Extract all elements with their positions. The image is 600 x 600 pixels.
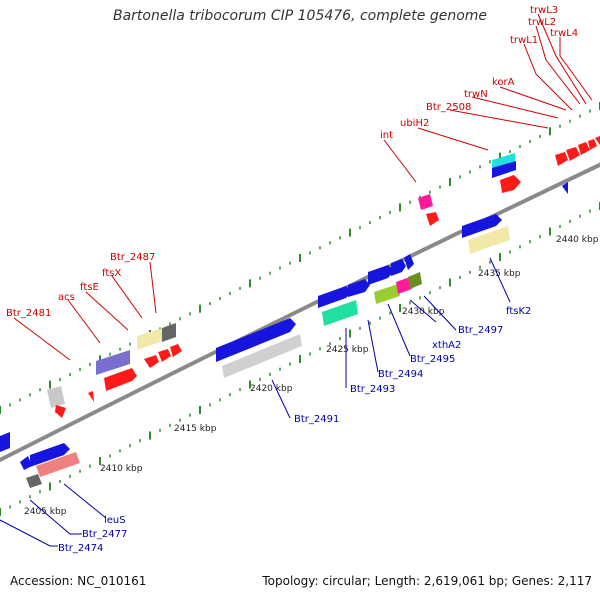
tick-label-2440: 2440 kbp	[556, 235, 599, 245]
tick-label-2430: 2430 kbp	[402, 307, 445, 317]
gene-int[interactable]	[418, 194, 433, 210]
label-kora: korA	[492, 77, 515, 88]
label-ftse: ftsE	[80, 282, 99, 293]
gene-blue-j[interactable]	[404, 254, 414, 270]
map-title: Bartonella tribocorum CIP 105476, comple…	[112, 8, 488, 24]
label-trwl3: trwL3	[530, 5, 558, 16]
gene-ftse[interactable]	[104, 368, 137, 391]
gene-ubih2[interactable]	[492, 153, 515, 170]
genome-backbone	[0, 162, 600, 463]
label-trwl2: trwL2	[528, 17, 556, 28]
genome-summary-text: Topology: circular; Length: 2,619,061 bp…	[262, 574, 592, 588]
gene-small-red-a[interactable]	[55, 405, 66, 418]
tick-label-2425: 2425 kbp	[326, 345, 369, 355]
tick-label-2415: 2415 kbp	[174, 424, 217, 434]
gene-acs[interactable]	[96, 350, 130, 375]
gene-red-e[interactable]	[170, 344, 182, 357]
label-btr-2491: Btr_2491	[294, 414, 339, 425]
label-trwn: trwN	[464, 89, 488, 100]
gene-ubih2-blue[interactable]	[492, 161, 516, 178]
gene-btr-2495[interactable]	[396, 277, 412, 294]
leader-lines	[0, 13, 593, 547]
label-btr-2493: Btr_2493	[350, 384, 395, 395]
label-trwl1: trwL1	[510, 35, 538, 46]
gene-xtha2[interactable]	[408, 272, 422, 289]
gene-leus[interactable]	[36, 452, 80, 477]
label-ftsx: ftsX	[102, 268, 121, 279]
gene-ftsk2-blue[interactable]	[462, 214, 502, 238]
label-btr-2477: Btr_2477	[82, 529, 127, 540]
gene-btr-2493[interactable]	[322, 300, 358, 326]
gene-btr-2491-blue[interactable]	[216, 318, 296, 362]
gene-btr-2474[interactable]	[0, 432, 10, 452]
label-int: int	[380, 130, 393, 141]
tick-label-2405: 2405 kbp	[24, 507, 67, 517]
gene-trwn[interactable]	[555, 152, 568, 166]
gene-blue-h[interactable]	[368, 265, 394, 285]
label-leus: leuS	[104, 515, 126, 526]
tick-label-2410: 2410 kbp	[100, 464, 143, 474]
gene-ftsk2[interactable]	[468, 226, 510, 254]
label-btr-2497: Btr_2497	[458, 325, 503, 336]
gene-small-red-b[interactable]	[88, 391, 94, 402]
forward-labels: Btr_2481 acs ftsE ftsX Btr_2487 int ubiH…	[6, 5, 578, 319]
gene-leus-grey[interactable]	[26, 474, 42, 488]
tick-rows	[0, 102, 600, 516]
gene-btr-2481[interactable]	[47, 386, 65, 408]
gene-blue-k[interactable]	[562, 182, 568, 194]
label-acs: acs	[58, 292, 75, 303]
gene-btr-2487[interactable]	[162, 323, 176, 342]
gene-blue-f[interactable]	[318, 286, 352, 308]
scale-labels: 2405 kbp 2410 kbp 2415 kbp 2420 kbp 2425…	[24, 235, 599, 517]
gene-btr-2491[interactable]	[222, 334, 302, 378]
forward-genes	[47, 136, 600, 418]
gene-ftsx[interactable]	[137, 327, 166, 350]
reverse-genes	[0, 182, 568, 488]
gene-btr-2494[interactable]	[374, 284, 400, 304]
accession-text: Accession: NC_010161	[10, 574, 147, 588]
label-btr-2495: Btr_2495	[410, 354, 455, 365]
gene-trwl1[interactable]	[578, 142, 590, 155]
gene-btr-2508[interactable]	[500, 175, 521, 193]
label-btr-2494: Btr_2494	[378, 369, 423, 380]
gene-trwl3[interactable]	[595, 136, 600, 145]
tick-label-2420: 2420 kbp	[250, 384, 293, 394]
tick-label-2435: 2435 kbp	[478, 269, 521, 279]
reverse-labels: Btr_2474 Btr_2477 leuS Btr_2491 Btr_2493…	[58, 306, 531, 554]
gene-int-red[interactable]	[426, 212, 439, 226]
label-btr-2481: Btr_2481	[6, 308, 51, 319]
gene-btr-2477[interactable]	[20, 456, 32, 470]
gene-red-d[interactable]	[158, 349, 171, 362]
label-btr-2508: Btr_2508	[426, 102, 471, 113]
label-trwl4: trwL4	[550, 28, 578, 39]
gene-red-c[interactable]	[144, 355, 159, 368]
label-btr-2474: Btr_2474	[58, 543, 103, 554]
label-ftsk2: ftsK2	[506, 306, 531, 317]
gene-blue-i[interactable]	[391, 259, 406, 276]
label-xtha2: xthA2	[432, 340, 461, 351]
gene-blue-g[interactable]	[348, 279, 370, 297]
label-ubih2: ubiH2	[400, 118, 429, 129]
gene-trwl2[interactable]	[588, 139, 597, 150]
gene-leus-blue[interactable]	[30, 443, 70, 467]
label-btr-2487: Btr_2487	[110, 252, 155, 263]
gene-kora[interactable]	[566, 147, 580, 161]
